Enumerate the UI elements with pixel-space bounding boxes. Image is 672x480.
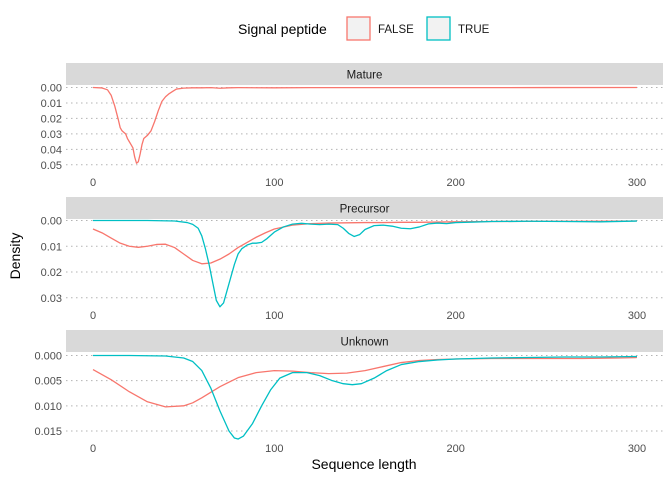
facet-strip: [66, 197, 663, 219]
legend-label-true: TRUE: [458, 24, 490, 36]
x-tick-label: 0: [90, 177, 96, 189]
x-tick-label: 0: [90, 310, 96, 322]
x-tick-label: 300: [628, 177, 646, 189]
x-tick-label: 100: [265, 177, 283, 189]
y-tick-label: 0.010: [34, 401, 62, 413]
facet-panel-unknown: Unknown 0.000 0.005 0.010 0.015 0 100 200 300: [34, 330, 663, 455]
y-tick-label: 0.04: [41, 144, 62, 156]
density-line-true: [93, 219, 638, 308]
facet-panels: Mature 0.00 0.01 0.02 0.03 0.04 0.05 0 100 200 300…: [34, 63, 663, 455]
y-tick-label: 0.02: [41, 267, 62, 279]
y-tick-label: 0.00: [41, 216, 62, 228]
x-tick-label: 200: [446, 177, 464, 189]
density-line-false: [92, 220, 638, 265]
legend: Signal peptide FALSE TRUE: [238, 16, 490, 41]
legend-title: Signal peptide: [238, 21, 327, 37]
y-tick-label: 0.01: [41, 98, 62, 110]
y-tick-label: 0.00: [41, 83, 62, 95]
x-tick-label: 100: [265, 443, 283, 455]
x-tick-label: 200: [446, 443, 464, 455]
y-tick-label: 0.05: [41, 160, 62, 172]
y-axis-title: Density: [7, 233, 23, 280]
y-tick-label: 0.005: [34, 376, 62, 388]
y-tick-label: 0.02: [41, 113, 62, 125]
density-line-false: [92, 86, 638, 164]
facet-panel-precursor: Precursor 0.00 0.01 0.02 0.03 0 100 200 300: [41, 197, 663, 322]
x-tick-label: 200: [446, 310, 464, 322]
facet-strip-label: Precursor: [340, 204, 390, 216]
legend-key-true: [426, 16, 451, 41]
x-tick-label: 300: [628, 310, 646, 322]
y-tick-label: 0.015: [34, 426, 62, 438]
facet-strip-label: Unknown: [341, 337, 389, 349]
facet-strip-label: Mature: [347, 70, 383, 82]
legend-key-false: [346, 16, 371, 41]
facet-strip: [66, 63, 663, 85]
facet-strip: [66, 330, 663, 352]
x-tick-label: 100: [265, 310, 283, 322]
x-tick-label: 300: [628, 443, 646, 455]
x-tick-label: 0: [90, 443, 96, 455]
facet-panel-mature: Mature 0.00 0.01 0.02 0.03 0.04 0.05 0 100 200 300: [41, 63, 663, 189]
y-tick-label: 0.03: [41, 293, 62, 305]
x-axis-title: Sequence length: [311, 456, 416, 472]
legend-label-false: FALSE: [378, 24, 414, 36]
density-line-true: [93, 354, 638, 440]
y-tick-label: 0.000: [34, 351, 62, 363]
y-tick-label: 0.01: [41, 241, 62, 253]
y-tick-label: 0.03: [41, 129, 62, 141]
